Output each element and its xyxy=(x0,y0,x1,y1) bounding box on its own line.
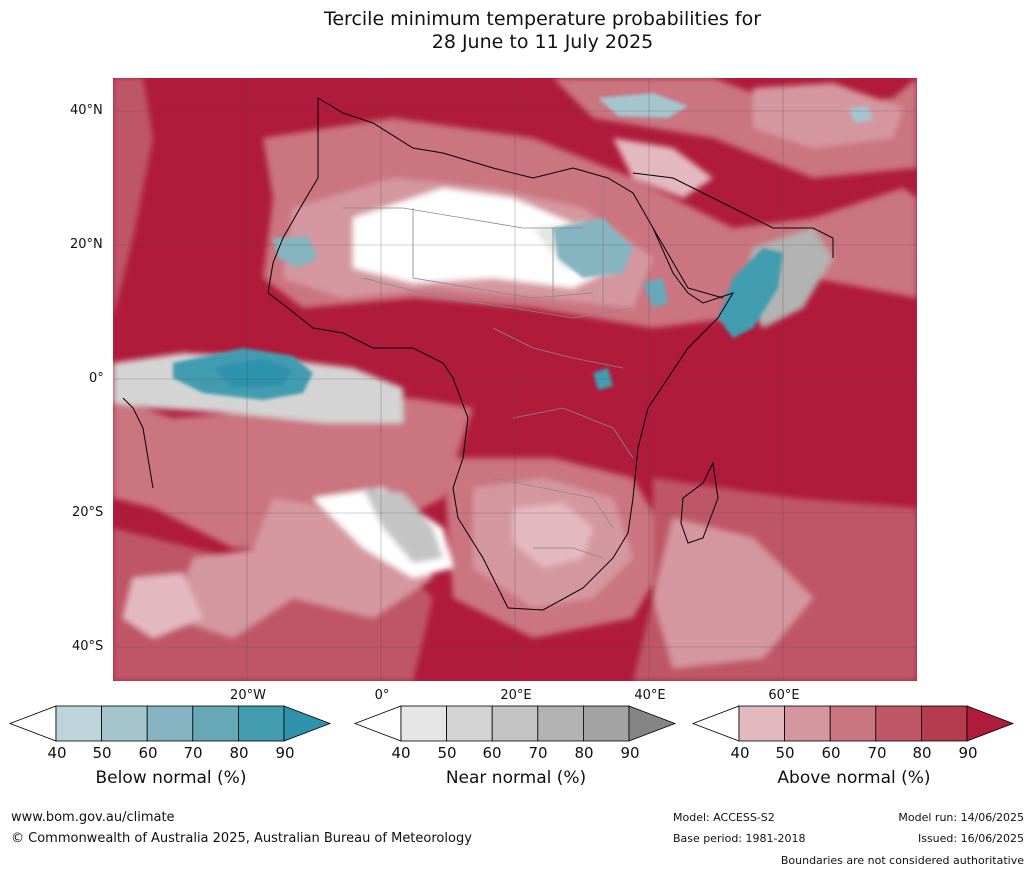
tick-below-60: 60 xyxy=(138,744,158,762)
title-line-1: Tercile minimum temperature probabilitie… xyxy=(323,8,762,30)
tick-below-40: 40 xyxy=(47,744,67,762)
tick-below-50: 50 xyxy=(92,744,112,762)
colorbar-below-segment-4 xyxy=(192,705,239,742)
colorbar-near-segment-1 xyxy=(400,705,447,742)
colorbar-near-segment-2 xyxy=(446,705,493,742)
colorbar-above-normal-label: Above normal (%) xyxy=(777,768,931,788)
lon-label-40e: 40°E xyxy=(634,688,666,703)
colorbar-above-segment-3 xyxy=(829,705,877,742)
lat-label-40s: 40°S xyxy=(72,639,104,654)
tick-above-80: 80 xyxy=(912,744,932,762)
lon-label-60e: 60°E xyxy=(768,688,800,703)
tick-below-80: 80 xyxy=(229,744,249,762)
colorbar-above-segment-1 xyxy=(738,705,785,742)
footer-issued: Issued: 16/06/2025 xyxy=(917,832,1024,845)
footer-copyright: © Commonwealth of Australia 2025, Austra… xyxy=(11,831,472,846)
tick-near-90: 90 xyxy=(620,744,640,762)
tick-below-70: 70 xyxy=(183,744,203,762)
tick-near-80: 80 xyxy=(574,744,594,762)
lon-label-20e: 20°E xyxy=(500,688,532,703)
colorbar-below-normal-label: Below normal (%) xyxy=(95,768,247,788)
probability-map xyxy=(113,78,917,681)
colorbar-above-normal-svg xyxy=(691,705,1015,742)
footer-disclaimer: Boundaries are not considered authoritat… xyxy=(780,854,1024,867)
lat-label-20s: 20°S xyxy=(72,505,104,520)
colorbar-near-normal-label: Near normal (%) xyxy=(445,768,587,788)
tick-above-40: 40 xyxy=(730,744,750,762)
below-normal-patches xyxy=(173,93,873,400)
tick-below-90: 90 xyxy=(275,744,295,762)
colorbar-above-segment-under xyxy=(691,705,740,742)
colorbar-above-segment-2 xyxy=(784,705,831,742)
colorbar-above-segment-4 xyxy=(875,705,922,742)
colorbar-near-normal-svg xyxy=(353,705,677,742)
tick-near-70: 70 xyxy=(528,744,548,762)
footer-model-run: Model run: 14/06/2025 xyxy=(898,811,1024,824)
country-borders xyxy=(343,178,634,559)
colorbar-near-normal xyxy=(353,705,677,742)
colorbar-below-segment-2 xyxy=(101,705,148,742)
colorbar-below-segment-over xyxy=(283,705,332,742)
colorbar-below-segment-1 xyxy=(55,705,102,742)
tick-above-70: 70 xyxy=(867,744,887,762)
lon-label-20w: 20°W xyxy=(230,688,266,703)
tick-near-50: 50 xyxy=(437,744,457,762)
colorbar-near-segment-over xyxy=(628,705,677,742)
colorbar-near-segment-4 xyxy=(537,705,584,742)
footer-model: Model: ACCESS-S2 xyxy=(673,811,775,824)
colorbar-below-segment-3 xyxy=(146,705,194,742)
tick-near-40: 40 xyxy=(391,744,411,762)
footer-website: www.bom.gov.au/climate xyxy=(11,810,175,825)
colorbar-above-normal xyxy=(691,705,1015,742)
colorbar-below-normal-svg xyxy=(8,705,332,742)
coastlines xyxy=(122,97,834,611)
colorbar-near-segment-under xyxy=(353,705,402,742)
colorbar-below-normal xyxy=(8,705,332,742)
tick-above-90: 90 xyxy=(958,744,978,762)
colorbar-below-segment-5 xyxy=(237,705,285,742)
tick-above-60: 60 xyxy=(821,744,841,762)
title-line-2: 28 June to 11 July 2025 xyxy=(431,31,654,53)
footer-base-period: Base period: 1981-2018 xyxy=(673,832,806,845)
graticule xyxy=(113,78,917,681)
lon-label-0: 0° xyxy=(374,688,390,703)
colorbar-above-segment-5 xyxy=(920,705,968,742)
tick-above-50: 50 xyxy=(775,744,795,762)
lat-label-0: 0° xyxy=(89,371,104,386)
lat-label-20n: 20°N xyxy=(70,237,103,252)
colorbar-near-segment-3 xyxy=(491,705,539,742)
map-canvas xyxy=(113,78,917,681)
colorbar-near-segment-5 xyxy=(582,705,630,742)
tick-near-60: 60 xyxy=(482,744,502,762)
map-title: Tercile minimum temperature probabilitie… xyxy=(0,8,1035,54)
lat-label-40n: 40°N xyxy=(70,103,103,118)
colorbar-below-segment-under xyxy=(8,705,57,742)
colorbar-above-segment-over xyxy=(966,705,1015,742)
